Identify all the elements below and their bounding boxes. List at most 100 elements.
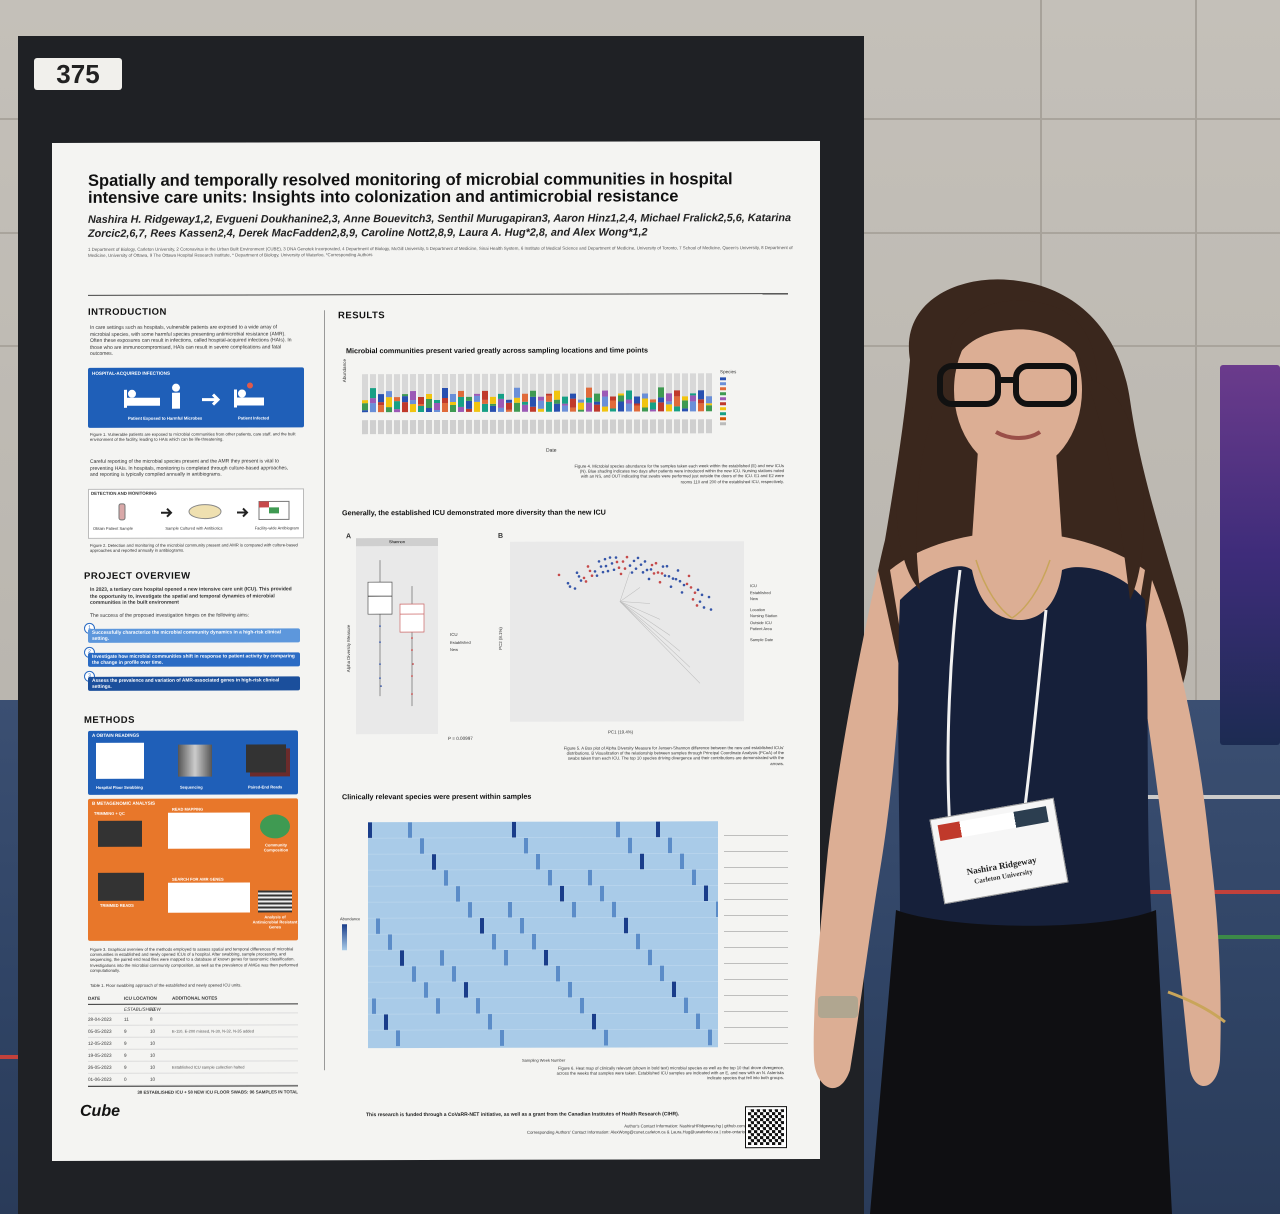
bar-strip	[378, 420, 384, 435]
scatter-point	[614, 556, 618, 559]
bar-segment	[386, 407, 392, 413]
bar-segment	[594, 404, 600, 412]
step-b-label: Community Composition	[263, 842, 289, 853]
bar-segment	[554, 399, 560, 404]
heatmap-gridline	[368, 917, 718, 919]
figure-6-legend-title: Abundance	[340, 916, 361, 922]
bar-segment	[674, 406, 680, 412]
bar-strip	[538, 419, 544, 434]
bar-segment	[410, 400, 416, 405]
bar-strip	[522, 419, 528, 434]
bar-segment	[698, 403, 704, 412]
bar-strip	[650, 419, 656, 434]
bar-segment	[434, 409, 440, 413]
bar-segment	[458, 396, 464, 407]
bar-segment	[506, 399, 512, 403]
heatmap-gridline	[368, 853, 718, 855]
poster-authors: Nashira H. Ridgeway1,2, Evgueni Doukhani…	[88, 212, 791, 240]
bar-segment	[434, 399, 440, 404]
bar-segment	[490, 405, 496, 412]
poster-affiliations: 1 Department of Biology, Carleton Univer…	[88, 245, 793, 258]
results-subheading-3: Clinically relevant species were present…	[342, 791, 532, 802]
table-row: 12-05-2023 9 10	[88, 1037, 298, 1050]
boxplot-marks	[367, 560, 425, 707]
heatmap-cell	[508, 901, 512, 918]
funding-statement: This research is funded through a CoVaRR…	[366, 1111, 680, 1119]
poster-number-tag: 375	[34, 58, 122, 90]
heatmap-cell	[456, 885, 460, 902]
bar-strip	[506, 419, 512, 434]
bar-segment	[522, 404, 528, 412]
trimmed-reads-box	[98, 872, 144, 901]
heatmap-gridline	[368, 901, 718, 903]
bar-segment	[530, 390, 536, 397]
scatter-point	[645, 568, 649, 572]
bar-segment	[370, 403, 376, 413]
bar-segment	[402, 396, 408, 403]
floor-map	[96, 742, 144, 779]
figure-4-ylabel: Abundance	[342, 358, 347, 383]
bar-segment	[666, 404, 672, 412]
scatter-point	[709, 608, 713, 611]
bar-segment	[706, 396, 712, 404]
heatmap-cell	[704, 885, 708, 902]
figure-5a-legend-item: Established	[450, 639, 471, 645]
amr-search-box	[168, 882, 250, 913]
bar-segment	[682, 396, 688, 401]
scatter-point	[597, 560, 601, 563]
bar-strip	[554, 419, 560, 434]
bar-strip	[706, 419, 712, 434]
scatter-point	[700, 593, 704, 597]
bar-segment	[618, 395, 624, 402]
scatter-point	[628, 564, 632, 567]
bar-segment	[362, 410, 368, 413]
step-a-label: Paired-End Reads	[248, 784, 283, 790]
bar-segment	[570, 398, 576, 408]
aim-1: Successfully characterize the microbial …	[88, 628, 300, 643]
bar-segment	[610, 400, 616, 409]
heatmap-cell	[440, 949, 444, 966]
loading-arrow	[619, 601, 681, 652]
bar-segment	[418, 406, 424, 413]
heatmap-cell	[648, 949, 652, 966]
heatmap-cell	[668, 837, 672, 854]
scatter-point	[660, 572, 664, 575]
heatmap-cell	[488, 1013, 492, 1030]
heatmap-cell	[680, 853, 684, 870]
figure-2-caption: Figure 2. Detection and monitoring of th…	[90, 542, 298, 554]
loading-arrow	[619, 601, 671, 636]
bar-strip	[394, 420, 400, 435]
scatter-point	[582, 576, 586, 580]
bar-segment	[482, 399, 488, 404]
hair-side	[896, 370, 950, 590]
heatmap-cell	[412, 966, 416, 983]
heatmap-cell	[524, 837, 528, 854]
reads-icon	[246, 744, 286, 773]
scatter-point	[661, 565, 665, 568]
bar-segment	[626, 399, 632, 404]
bar-segment	[418, 397, 424, 405]
heatmap-cell	[660, 965, 664, 982]
bar-segment	[538, 408, 544, 412]
step-a-label: Hospital Floor Swabbing	[96, 784, 143, 790]
bar-strip	[490, 419, 496, 434]
scatter-point	[579, 579, 583, 582]
watch-icon	[818, 996, 858, 1018]
bar-segment	[394, 409, 400, 413]
scatter-point	[630, 571, 634, 574]
heatmap-cell	[532, 933, 536, 950]
aim-2: Investigate how microbial communities sh…	[88, 652, 300, 667]
bar-strip	[634, 419, 640, 434]
bar-segment	[674, 396, 680, 407]
neck	[972, 450, 1062, 540]
heatmap-cell	[624, 917, 628, 934]
bar-segment	[466, 396, 472, 401]
table-row: 19-05-2023 9 10	[88, 1049, 298, 1062]
figure-5b-xlabel: PC1 (19.4%)	[608, 729, 634, 735]
table-row: 05-05-2023 9 10 E-110, E-200 missed, N-30, …	[88, 1025, 298, 1038]
bar-strip	[370, 420, 376, 435]
scatter-point	[617, 566, 621, 570]
bar-strip	[402, 420, 408, 435]
bar-segment	[650, 399, 656, 403]
metagenomic-label: B METAGENOMIC ANALYSIS	[92, 800, 156, 806]
